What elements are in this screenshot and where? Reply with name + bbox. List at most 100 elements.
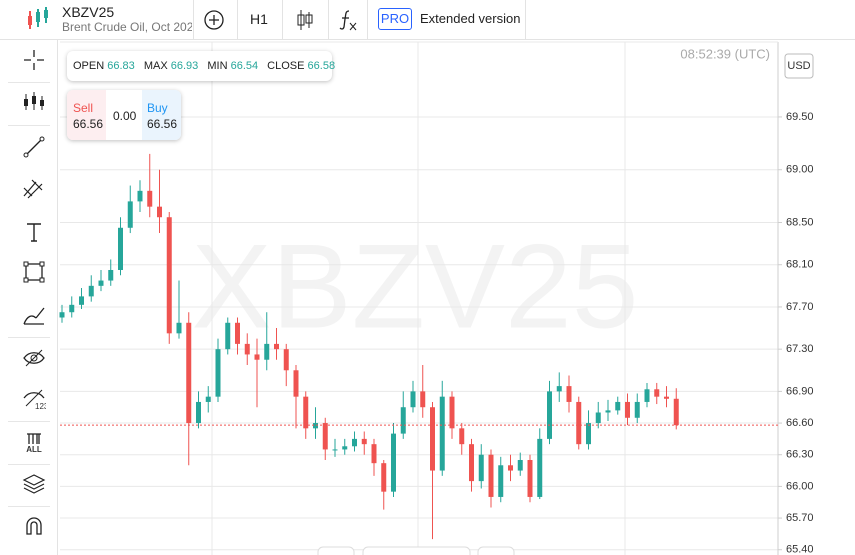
candle-body [79, 296, 84, 305]
separator [8, 464, 50, 465]
candle-body [615, 401, 621, 411]
top-toolbar: XBZV25 Brent Crude Oil, Oct 2025 H1 PRO … [0, 0, 855, 40]
candle-body [664, 396, 669, 399]
candle-body [498, 465, 504, 497]
y-tick-label: 68.10 [786, 259, 814, 271]
sell-price[interactable]: 66.56 [73, 117, 104, 131]
candle-body [59, 312, 65, 318]
svg-text:ALL: ALL [26, 445, 42, 454]
fib-tool[interactable] [22, 176, 46, 200]
candle-body [371, 444, 377, 464]
spread: 0.00 [113, 109, 137, 123]
bottom-button[interactable] [477, 546, 515, 555]
indicators-button[interactable] [338, 9, 358, 31]
candle-body [205, 396, 211, 402]
separator [8, 337, 50, 338]
candle-body [283, 349, 289, 371]
candle-body [225, 322, 231, 350]
candle-body [137, 190, 143, 202]
separator [193, 0, 194, 40]
candle-body [469, 444, 474, 482]
candle-body [332, 449, 338, 451]
ohlc-value: 66.58 [307, 60, 336, 72]
crosshair-tool[interactable] [22, 48, 46, 72]
candle-body [274, 343, 279, 350]
buy-button[interactable]: Buy 66.56 [142, 90, 181, 140]
candle-body [625, 401, 630, 418]
candle-body [147, 190, 153, 207]
symbol-description: Brent Crude Oil, Oct 2025 [62, 20, 192, 34]
y-tick-label: 69.00 [786, 164, 814, 176]
drawing-toolbar: 123 ALL [0, 40, 58, 555]
candles-tool[interactable] [22, 90, 46, 114]
candle-body [127, 201, 133, 228]
buy-price[interactable]: 66.56 [147, 117, 178, 131]
currency-label[interactable]: USD [787, 60, 810, 72]
candle-body [478, 454, 484, 482]
hide-tool[interactable] [22, 346, 46, 370]
candle-body [439, 396, 445, 471]
candle-body [186, 322, 192, 424]
add-button[interactable] [203, 9, 225, 31]
candle-body [244, 343, 250, 355]
candle-body [157, 206, 162, 218]
y-tick-label: 68.50 [786, 216, 814, 228]
ohlc-value: 66.83 [107, 60, 135, 72]
candle-body [254, 354, 260, 360]
separator [328, 0, 329, 40]
candle-body [322, 423, 328, 450]
text-tool[interactable] [22, 220, 46, 244]
buy-label[interactable]: Buy [147, 101, 168, 115]
svg-text:123: 123 [35, 402, 46, 411]
candle-body [391, 433, 396, 492]
extended-version-link[interactable]: Extended version [420, 11, 521, 26]
separator [8, 506, 50, 507]
separator [8, 421, 50, 422]
pro-badge[interactable]: PRO [378, 8, 412, 30]
separator [8, 125, 50, 126]
candle-body [293, 370, 299, 397]
magnet-tool[interactable] [22, 514, 46, 538]
y-tick-label: 65.40 [786, 544, 814, 555]
separator [282, 0, 283, 40]
candle-body [634, 401, 640, 418]
y-tick-label: 65.70 [786, 512, 814, 524]
candle-body [303, 396, 309, 429]
hide-indicators-tool[interactable]: 123 [22, 388, 46, 412]
layers-tool[interactable] [22, 472, 46, 496]
candle-body [400, 407, 406, 434]
trend-line-tool[interactable] [22, 135, 46, 159]
candle-body [586, 423, 591, 445]
y-tick-label: 69.50 [786, 111, 814, 123]
timeframe-button[interactable]: H1 [250, 11, 268, 27]
server-time: 08:52:39 (UTC) [680, 46, 770, 61]
sell-label[interactable]: Sell [73, 101, 94, 115]
candle-body [605, 410, 611, 413]
ohlc-panel: OPEN 66.83 MAX 66.93 MIN 66.54 CLOSE 66.… [67, 51, 335, 81]
candle-body [576, 401, 582, 445]
candle-body [430, 407, 435, 471]
candle-body [313, 423, 318, 429]
bottom-button[interactable] [317, 546, 355, 555]
brush-tool[interactable] [22, 304, 46, 328]
bottom-button[interactable] [362, 546, 471, 555]
separator [237, 0, 238, 40]
y-tick-label: 66.90 [786, 385, 814, 397]
ohlc-label: MAX [143, 60, 168, 72]
ohlc-value: 66.93 [170, 60, 199, 72]
shape-tool[interactable] [22, 260, 46, 284]
chart-type-button[interactable] [296, 9, 314, 31]
candle-body [108, 270, 114, 281]
ohlc-label: OPEN [73, 60, 105, 72]
currency-button[interactable] [784, 53, 814, 79]
candle-body [673, 398, 679, 426]
ohlc-label: CLOSE [267, 60, 305, 72]
sell-button[interactable]: Sell 66.56 [67, 90, 106, 140]
candle-body [166, 217, 172, 334]
candle-body [98, 280, 104, 286]
delete-all-tool[interactable]: ALL [22, 430, 46, 454]
symbol: XBZV25 [62, 4, 115, 20]
candle-body [654, 389, 660, 397]
